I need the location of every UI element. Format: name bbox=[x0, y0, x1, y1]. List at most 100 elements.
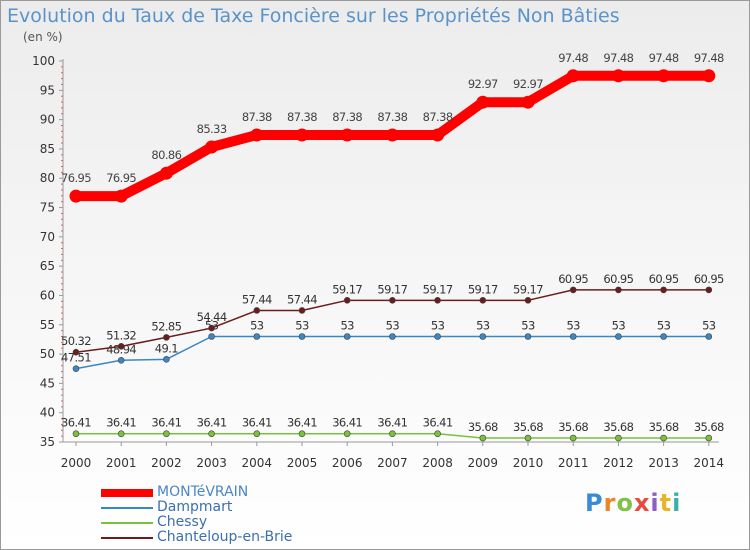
data-point bbox=[385, 128, 399, 142]
x-tick-label: 2008 bbox=[422, 456, 453, 470]
logo-letter: i bbox=[650, 489, 660, 517]
y-tick-label: 75 bbox=[40, 201, 55, 215]
data-point bbox=[524, 333, 532, 340]
legend-label: Dampmart bbox=[157, 499, 233, 515]
data-point bbox=[114, 189, 128, 203]
legend-label: Chanteloup-en-Brie bbox=[157, 529, 293, 545]
series-mont-vrain: 76.95 76.95 80.86 85.33 87.38 87.38 87.38 87.38… bbox=[61, 51, 725, 203]
data-point bbox=[205, 140, 219, 154]
data-label: 36.41 bbox=[61, 416, 91, 430]
legend-swatch bbox=[101, 521, 153, 524]
data-point bbox=[163, 356, 170, 363]
data-point bbox=[117, 430, 125, 438]
data-label: 59.17 bbox=[513, 282, 543, 296]
data-label: 59.17 bbox=[423, 282, 453, 296]
logo-letter: i bbox=[672, 489, 682, 517]
data-label: 97.48 bbox=[694, 51, 724, 65]
x-tick-label: 2013 bbox=[648, 456, 679, 470]
y-tick-label: 65 bbox=[40, 259, 55, 273]
chart-legend: MONTéVRAIN Dampmart Chessy Chanteloup-en-Br… bbox=[101, 485, 292, 545]
data-point bbox=[117, 343, 125, 350]
data-point bbox=[298, 307, 306, 314]
data-point bbox=[253, 430, 261, 438]
data-point bbox=[657, 69, 671, 83]
data-point bbox=[705, 286, 713, 294]
data-label: 52.85 bbox=[151, 319, 181, 333]
data-point bbox=[615, 333, 622, 340]
data-point bbox=[615, 286, 622, 294]
data-label: 53 bbox=[386, 318, 400, 332]
data-label: 36.41 bbox=[151, 416, 181, 430]
data-label: 76.95 bbox=[106, 171, 136, 185]
data-point bbox=[479, 434, 487, 442]
series-chessy: 36.41 36.41 36.41 36.41 36.41 36.41 36.41 36.41… bbox=[61, 416, 725, 442]
data-point bbox=[389, 430, 396, 438]
x-tick-label: 2000 bbox=[61, 456, 92, 470]
series-chanteloup-en-brie: 50.32 51.32 52.85 54.44 57.44 57.44 59.17 59.17… bbox=[61, 272, 725, 356]
proxiti-logo: Proxiti bbox=[585, 489, 681, 517]
data-label: 53 bbox=[521, 318, 535, 332]
data-point bbox=[208, 333, 215, 340]
y-tick-label: 70 bbox=[40, 230, 55, 244]
data-point bbox=[253, 333, 261, 340]
data-label: 60.95 bbox=[694, 272, 724, 286]
data-point bbox=[343, 333, 351, 340]
legend-item-dampmart: Dampmart bbox=[101, 500, 292, 515]
data-point bbox=[660, 286, 667, 294]
y-tick-label: 45 bbox=[40, 376, 55, 390]
y-tick-label: 80 bbox=[40, 171, 55, 185]
data-point bbox=[660, 434, 667, 442]
data-label: 53 bbox=[566, 318, 580, 332]
x-tick-label: 2012 bbox=[603, 456, 634, 470]
data-point bbox=[117, 356, 125, 364]
data-point bbox=[343, 430, 351, 438]
legend-item-chessy: Chessy bbox=[101, 515, 292, 530]
data-point bbox=[705, 434, 713, 442]
data-point bbox=[163, 334, 170, 341]
x-tick-label: 2007 bbox=[377, 456, 408, 470]
data-label: 35.68 bbox=[558, 420, 588, 434]
data-label: 97.48 bbox=[558, 51, 588, 65]
data-point bbox=[208, 430, 215, 438]
data-label: 80.86 bbox=[151, 148, 181, 162]
data-label: 35.68 bbox=[649, 420, 679, 434]
data-label: 97.48 bbox=[649, 51, 679, 65]
data-label: 97.48 bbox=[603, 51, 633, 65]
data-label: 60.95 bbox=[603, 272, 633, 286]
x-tick-label: 2003 bbox=[196, 456, 227, 470]
legend-item-chanteloup-en-brie: Chanteloup-en-Brie bbox=[101, 530, 292, 545]
data-label: 35.68 bbox=[694, 420, 724, 434]
logo-letter: r bbox=[603, 489, 617, 517]
data-label: 59.17 bbox=[468, 282, 498, 296]
data-label: 36.41 bbox=[197, 416, 227, 430]
x-tick-label: 2010 bbox=[513, 456, 544, 470]
data-label: 36.41 bbox=[106, 416, 136, 430]
logo-letter: x bbox=[633, 489, 651, 517]
data-label: 85.33 bbox=[197, 122, 227, 136]
data-point bbox=[389, 333, 396, 340]
data-point bbox=[566, 69, 580, 83]
data-label: 47.51 bbox=[61, 351, 91, 365]
data-point bbox=[524, 434, 532, 442]
data-point bbox=[250, 128, 264, 142]
logo-letter: t bbox=[659, 489, 673, 517]
y-tick-label: 35 bbox=[40, 435, 55, 449]
data-point bbox=[702, 69, 716, 83]
data-label: 51.32 bbox=[106, 328, 136, 342]
x-tick-label: 2011 bbox=[558, 456, 589, 470]
data-label: 53 bbox=[340, 318, 354, 332]
legend-label: Chessy bbox=[157, 514, 208, 530]
data-point bbox=[479, 333, 487, 340]
legend-swatch bbox=[101, 536, 153, 539]
data-point bbox=[298, 430, 306, 438]
data-label: 36.41 bbox=[242, 416, 272, 430]
y-tick-label: 90 bbox=[40, 113, 55, 127]
chart-title: Evolution du Taux de Taxe Foncière sur l… bbox=[7, 5, 620, 27]
data-point bbox=[569, 333, 577, 340]
data-point bbox=[524, 297, 532, 304]
data-point bbox=[434, 333, 441, 340]
data-label: 35.68 bbox=[513, 420, 543, 434]
data-label: 36.41 bbox=[287, 416, 317, 430]
data-label: 54.44 bbox=[197, 310, 227, 324]
